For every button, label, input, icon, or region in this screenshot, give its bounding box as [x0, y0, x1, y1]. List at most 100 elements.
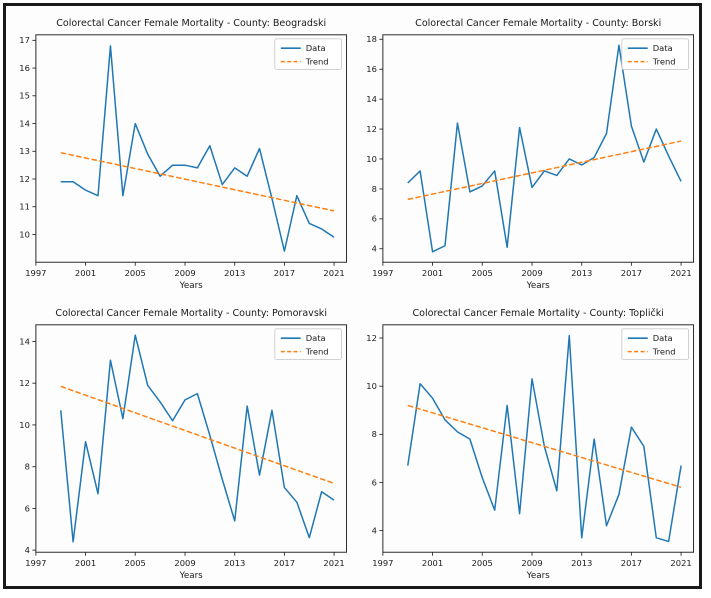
x-axis-label: Years [525, 281, 550, 291]
plot-border [381, 34, 694, 263]
chart-beogradski: Colorectal Cancer Female Mortality - Cou… [6, 6, 353, 296]
y-axis-tick-label: 4 [25, 545, 30, 555]
x-axis-tick-label: 2017 [274, 558, 295, 568]
y-axis-tick-label: 13 [19, 146, 30, 156]
legend-label: Data [652, 43, 672, 53]
trend-line [60, 385, 335, 485]
trend-line [407, 140, 681, 201]
x-axis-tick-label: 1997 [372, 558, 393, 568]
x-axis-tick-label: 2009 [174, 268, 195, 278]
y-axis-tick-label: 8 [371, 184, 376, 194]
legend-label: Data [306, 43, 326, 53]
legend-label: Trend [651, 57, 675, 67]
chart-svg: Colorectal Cancer Female Mortality - Cou… [19, 18, 348, 291]
y-axis-tick-label: 12 [366, 124, 377, 134]
legend-box [274, 38, 342, 71]
legend: Data Trend [274, 38, 342, 71]
x-axis-tick-label: 2005 [125, 558, 146, 568]
x-axis-tick-label: 1997 [25, 558, 46, 568]
data-line [406, 44, 682, 253]
y-axis-tick-label: 6 [371, 214, 376, 224]
chart-title: Colorectal Cancer Female Mortality - Cou… [56, 18, 326, 29]
data-line [60, 334, 335, 543]
y-axis-tick-label: 14 [366, 94, 377, 104]
x-axis-tick-label: 2017 [620, 558, 641, 568]
y-axis-tick-label: 12 [366, 333, 377, 343]
x-axis-tick-label: 2009 [521, 268, 542, 278]
trend-line [407, 404, 681, 488]
y-axis-tick-label: 12 [19, 174, 30, 184]
plot-border [381, 324, 694, 553]
x-axis-tick-label: 2013 [224, 268, 245, 278]
x-axis-tick-label: 2005 [471, 268, 492, 278]
legend-box [620, 328, 689, 361]
x-axis-tick-label: 2005 [471, 558, 492, 568]
y-axis-tick-label: 8 [371, 429, 376, 439]
chart-title: Colorectal Cancer Female Mortality - Cou… [55, 308, 327, 319]
y-axis-tick-label: 10 [366, 381, 377, 391]
x-axis-tick-label: 2021 [670, 268, 691, 278]
chart-svg: Colorectal Cancer Female Mortality - Cou… [366, 308, 694, 581]
x-axis-tick-label: 2013 [571, 268, 592, 278]
x-axis-label: Years [179, 571, 204, 581]
x-axis-tick-label: 1997 [372, 268, 393, 278]
chart-toplicki: Colorectal Cancer Female Mortality - Cou… [353, 296, 700, 586]
y-axis-tick-label: 10 [19, 229, 30, 239]
chart-svg: Colorectal Cancer Female Mortality - Cou… [366, 18, 694, 291]
legend-box [274, 328, 342, 361]
x-axis-tick-label: 2009 [521, 558, 542, 568]
data-line [406, 334, 682, 543]
y-axis-tick-label: 16 [366, 64, 377, 74]
y-axis-tick-label: 8 [25, 462, 30, 472]
trend-line [60, 151, 335, 212]
x-axis-tick-label: 2001 [75, 558, 96, 568]
x-axis-tick-label: 2021 [670, 558, 691, 568]
x-axis-tick-label: 1997 [25, 268, 46, 278]
legend: Data Trend [274, 328, 342, 361]
chart-pomoravski: Colorectal Cancer Female Mortality - Cou… [6, 296, 353, 586]
y-axis-tick-label: 10 [366, 154, 377, 164]
legend-label: Data [306, 333, 326, 343]
x-axis-label: Years [179, 281, 204, 291]
x-axis-tick-label: 2001 [421, 268, 442, 278]
x-axis-tick-label: 2005 [125, 268, 146, 278]
y-axis-tick-label: 14 [19, 336, 30, 346]
plot-border [35, 34, 348, 263]
y-axis-tick-label: 4 [371, 525, 376, 535]
x-axis-tick-label: 2021 [323, 268, 344, 278]
legend-label: Trend [305, 347, 329, 357]
chart-title: Colorectal Cancer Female Mortality - Cou… [415, 18, 661, 29]
y-axis-tick-label: 10 [19, 420, 30, 430]
x-axis-tick-label: 2017 [620, 268, 641, 278]
y-axis-tick-label: 6 [371, 477, 376, 487]
y-axis-tick-label: 14 [19, 118, 30, 128]
x-axis-tick-label: 2013 [571, 558, 592, 568]
legend-label: Trend [305, 57, 329, 67]
y-axis-tick-label: 15 [19, 91, 30, 101]
y-axis-tick-label: 16 [19, 63, 30, 73]
x-axis-tick-label: 2017 [274, 268, 295, 278]
legend-label: Trend [651, 347, 675, 357]
x-axis-tick-label: 2013 [224, 558, 245, 568]
y-axis-tick-label: 18 [366, 34, 377, 44]
chart-borski: Colorectal Cancer Female Mortality - Cou… [353, 6, 700, 296]
y-axis-tick-label: 6 [25, 503, 30, 513]
data-line [60, 45, 335, 252]
y-axis-tick-label: 12 [19, 378, 30, 388]
x-axis-tick-label: 2009 [174, 558, 195, 568]
x-axis-label: Years [525, 571, 550, 581]
plot-border [35, 324, 348, 553]
chart-svg: Colorectal Cancer Female Mortality - Cou… [19, 308, 348, 581]
x-axis-tick-label: 2001 [75, 268, 96, 278]
legend-label: Data [652, 333, 672, 343]
y-axis-tick-label: 4 [371, 244, 376, 254]
x-axis-tick-label: 2001 [421, 558, 442, 568]
legend-box [620, 38, 689, 71]
charts-grid: Colorectal Cancer Female Mortality - Cou… [6, 6, 699, 586]
figure-frame: Colorectal Cancer Female Mortality - Cou… [3, 3, 702, 589]
y-axis-tick-label: 11 [19, 202, 30, 212]
chart-title: Colorectal Cancer Female Mortality - Cou… [412, 308, 663, 319]
legend: Data Trend [620, 38, 689, 71]
y-axis-tick-label: 17 [19, 35, 30, 45]
legend: Data Trend [620, 328, 689, 361]
